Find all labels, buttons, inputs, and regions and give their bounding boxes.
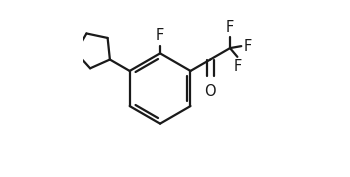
Text: O: O bbox=[204, 84, 216, 99]
Text: F: F bbox=[234, 59, 242, 74]
Text: F: F bbox=[156, 28, 164, 43]
Text: F: F bbox=[243, 39, 252, 54]
Text: F: F bbox=[226, 20, 234, 35]
